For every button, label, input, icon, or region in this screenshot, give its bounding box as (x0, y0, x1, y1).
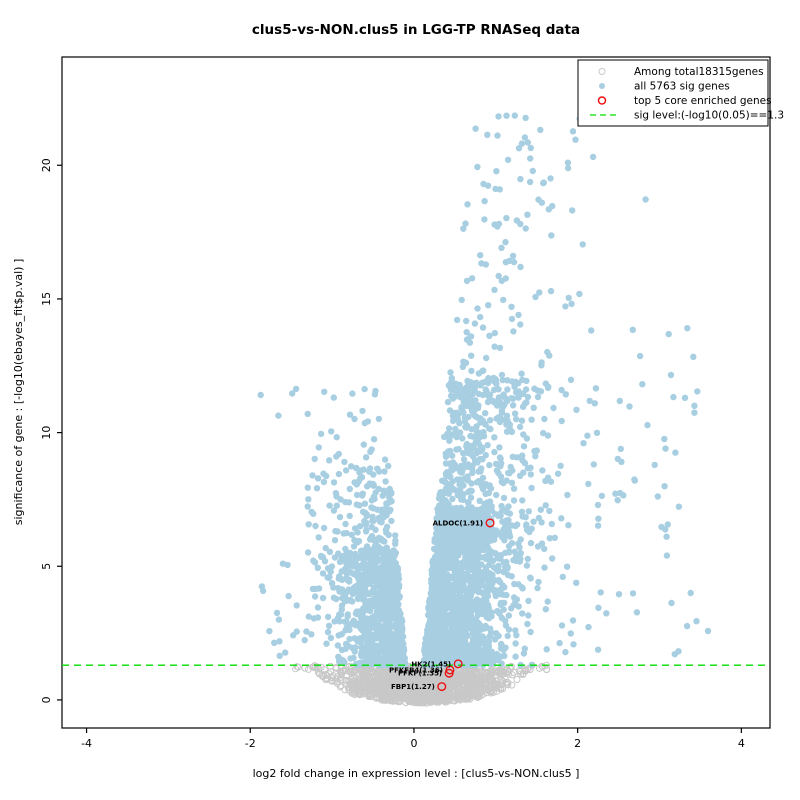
x-tick-label: -2 (245, 737, 256, 750)
gene-label-FBP1: FBP1(1.27) (391, 683, 435, 691)
gene-label-ALDOC: ALDOC(1.91) (433, 519, 483, 527)
legend-box (577, 59, 769, 127)
legend-item-label: top 5 core enriched genes (634, 95, 772, 107)
gene-label-PFKFB4: PFKFB4(1.36) (389, 666, 443, 674)
y-tick-label: 15 (40, 292, 53, 306)
legend-symbol-core-enriched (597, 96, 607, 105)
series-sig-points (257, 112, 712, 669)
x-axis-label: log2 fold change in expression level : [… (253, 767, 580, 780)
x-tick-label: -4 (81, 737, 92, 750)
legend-item-label: Among total18315genes (634, 66, 764, 78)
legend-item-label: sig level:(-log10(0.05)==1.3 (634, 110, 784, 122)
x-tick-label: 2 (574, 737, 581, 750)
legend-symbol-background-genes (598, 68, 606, 75)
core-enriched-point-PFKP (444, 668, 454, 678)
gene-labels: ALDOC(1.91) HK2(1.45)PFKFB4(1.36)PFKP(1.3… (389, 519, 483, 691)
series-core-enriched-points (437, 518, 495, 692)
core-enriched-point-FBP1 (437, 682, 447, 692)
y-axis-label: significance of gene : [-log10(ebayes_fi… (12, 259, 25, 526)
y-tick-label: 0 (40, 696, 53, 703)
legend-item-label: all 5763 sig genes (634, 81, 730, 93)
y-axis-ticks: 0 5 10 15 20 (40, 158, 62, 703)
plot-title: clus5-vs-NON.clus5 in LGG-TP RNASeq data (252, 22, 580, 38)
x-axis-ticks: -4 -2 0 2 4 (81, 728, 745, 750)
plot-box (61, 56, 771, 729)
legend-symbol-sig-genes (599, 83, 605, 89)
y-tick-label: 5 (40, 563, 53, 570)
gene-label-HK2: HK2(1.45) (411, 660, 451, 668)
core-enriched-point-ALDOC (485, 518, 495, 528)
x-tick-label: 0 (410, 737, 417, 750)
x-tick-label: 4 (738, 737, 745, 750)
legend: Among total18315genes all 5763 sig genes… (577, 59, 784, 127)
y-tick-label: 10 (40, 426, 53, 440)
gene-label-PFKP: PFKP(1.35) (398, 670, 442, 678)
core-enriched-point-HK2 (453, 659, 463, 669)
y-tick-label: 20 (40, 158, 53, 172)
